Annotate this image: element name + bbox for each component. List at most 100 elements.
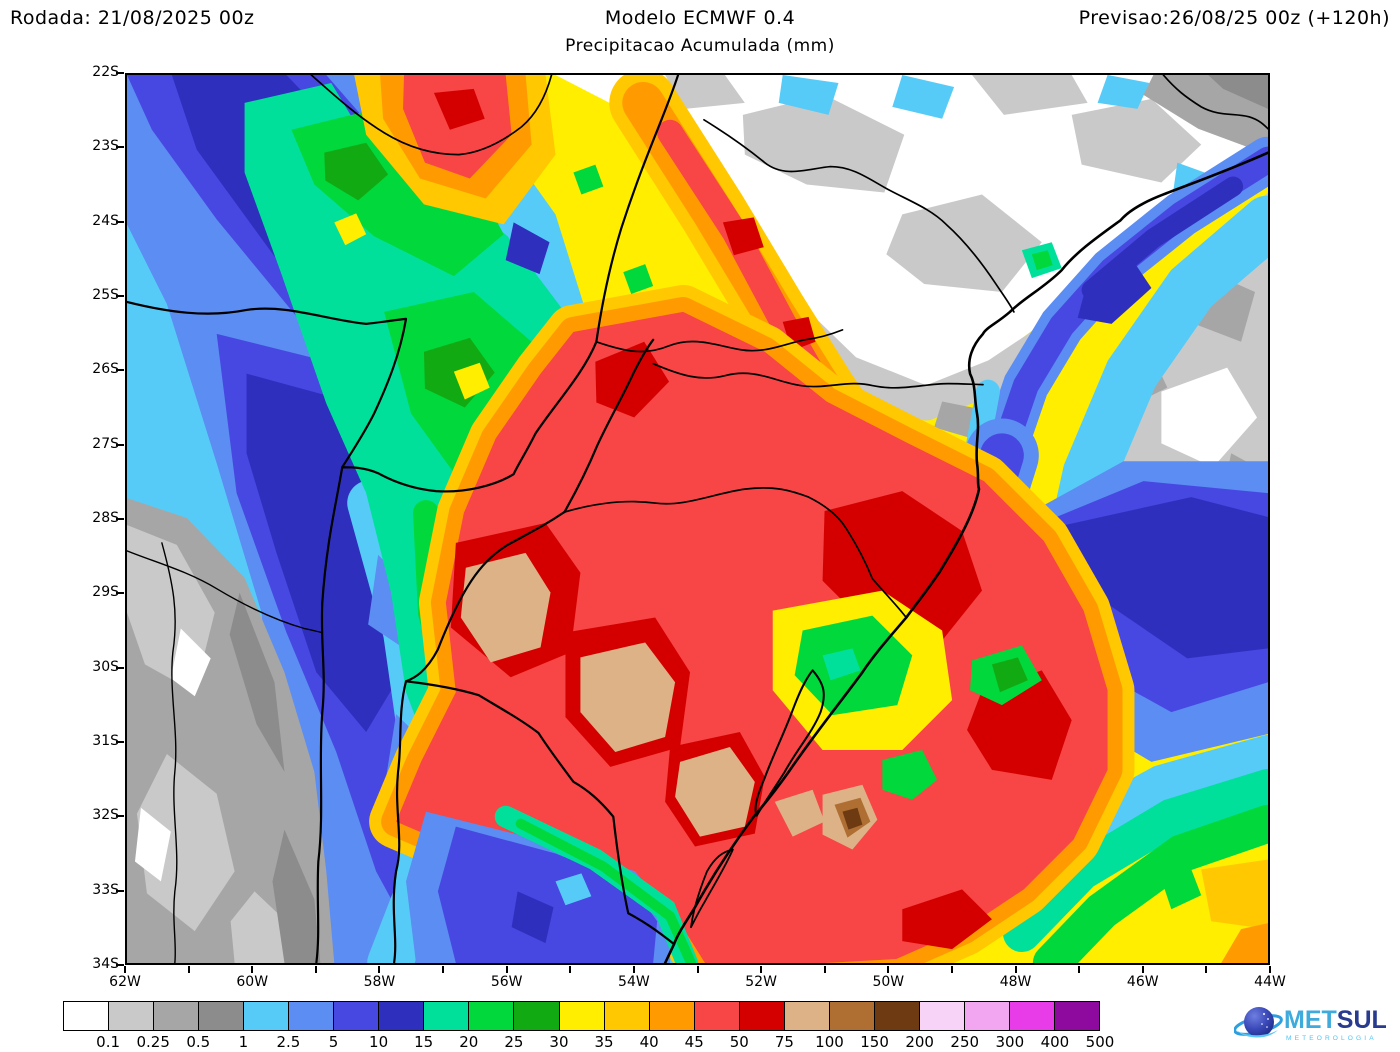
lon-tick-label: 46W (1126, 974, 1159, 990)
borders (127, 75, 1268, 963)
lon-tick-label: 44W (1254, 974, 1286, 990)
colorbar-cell (469, 1002, 515, 1030)
sc-pr-border (652, 362, 984, 389)
colorbar-threshold-labels: 0.1 0.25 0.5 1 2.5 5 10 15 20 25 30 35 40 45 50 75 100 15… (63, 1033, 1114, 1051)
colorbar-cell (334, 1002, 380, 1030)
globe-icon (1233, 1007, 1283, 1038)
lat-tick (116, 815, 124, 818)
lagoa-dos-patos (754, 669, 825, 817)
lon-tick (760, 966, 763, 973)
colorbar-threshold: 250 (950, 1033, 980, 1051)
lat-tick-label: 28S (92, 510, 119, 526)
lon-tick-label: 52W (745, 974, 777, 990)
lat-tick (116, 443, 124, 446)
metsul-logo-graphic: METSUL METEOROLOGIA (1233, 1006, 1387, 1042)
logo-tagline: METEOROLOGIA (1286, 1035, 1377, 1042)
coastline (663, 151, 1268, 963)
lat-tick-label: 29S (92, 584, 119, 601)
colorbar-cell (154, 1002, 200, 1030)
colorbar-threshold: 0.5 (186, 1033, 211, 1051)
lon-tick (1078, 966, 1081, 973)
lat-tick-label: 24S (92, 212, 119, 229)
colorbar-threshold: 5 (328, 1033, 339, 1051)
colorbar-threshold: 25 (504, 1033, 524, 1051)
lon-tick-label: 48W (999, 974, 1032, 990)
sp-rj-border (1162, 75, 1268, 130)
lagoa-mirim (690, 848, 734, 929)
colorbar-cell (829, 1002, 875, 1030)
lat-tick (116, 146, 124, 149)
run-timestamp: Rodada: 21/08/2025 00z (10, 7, 255, 29)
parana-river-border (315, 75, 680, 963)
lon-tick (1014, 966, 1017, 973)
colorbar-threshold: 30 (549, 1033, 569, 1051)
lat-tick (116, 666, 124, 669)
lon-tick (1141, 966, 1144, 973)
colorbar-threshold: 200 (905, 1033, 934, 1051)
colorbar-threshold: 300 (995, 1033, 1025, 1051)
ms-border (310, 75, 553, 156)
colorbar-threshold: 45 (684, 1033, 704, 1051)
forecast-valid-time: Previsao:26/08/25 00z (+120h) (1078, 7, 1390, 29)
lat-tick-label: 34S (92, 956, 119, 972)
logo-met: MET (1284, 1006, 1337, 1034)
variable-subtitle: Precipitacao Acumulada (mm) (565, 36, 835, 56)
lon-tick (1205, 966, 1208, 973)
colorbar-cell (1055, 1002, 1100, 1030)
colorbar-cell (1009, 1002, 1056, 1030)
lon-tick-label: 58W (363, 974, 396, 990)
colorbar-cell (694, 1002, 740, 1030)
lon-tick (632, 966, 635, 973)
colorbar-threshold: 35 (594, 1033, 614, 1051)
lat-tick-label: 25S (92, 287, 119, 303)
lon-tick-label: 54W (618, 974, 650, 990)
precipitation-map (125, 73, 1270, 965)
lon-tick (823, 966, 826, 973)
argentina-province-border (161, 542, 178, 963)
iguacu-river (595, 329, 844, 353)
lat-tick-label: 26S (92, 361, 119, 378)
lat-tick (116, 518, 124, 520)
colorbar-cell (964, 1002, 1010, 1030)
colorbar-threshold: 20 (459, 1033, 479, 1051)
lat-tick-label: 31S (92, 733, 119, 749)
colorbar-threshold: 40 (639, 1033, 659, 1051)
lon-tick (950, 966, 953, 973)
brazil-uruguay-border (404, 680, 676, 946)
lat-tick-label: 22S (92, 64, 119, 80)
colorbar-cell (919, 1002, 965, 1030)
lon-tick (314, 966, 317, 973)
lat-tick (116, 964, 124, 966)
colorbar-threshold: 2.5 (276, 1033, 301, 1051)
lon-tick (251, 966, 254, 973)
colorbar-cell (424, 1002, 470, 1030)
colorbar-threshold: 1 (238, 1033, 249, 1051)
south-coastal-blue-wedge (406, 805, 698, 963)
colorbar-threshold: 500 (1085, 1033, 1115, 1051)
colorbar-cell (379, 1002, 425, 1030)
colorbar-cell (289, 1002, 335, 1030)
colorbar-threshold: 100 (815, 1033, 844, 1051)
metsul-logo: METSUL METEOROLOGIA (1233, 1000, 1398, 1048)
lat-tick-label: 27S (92, 435, 119, 452)
colorbar-cell (244, 1002, 290, 1030)
precipitation-colorbar (63, 1001, 1100, 1031)
lon-tick (187, 966, 190, 973)
lon-tick-label: 56W (490, 974, 523, 990)
northeast-dry-zone (555, 75, 1268, 442)
colorbar-threshold: 10 (369, 1033, 389, 1051)
lon-tick (442, 966, 445, 973)
lon-tick (378, 966, 381, 973)
lat-tick-label: 32S (92, 807, 119, 824)
lat-tick-label: 33S (92, 881, 119, 898)
colorbar-threshold: 0.1 (96, 1033, 121, 1051)
lat-tick (116, 889, 124, 892)
colorbar-threshold: 400 (1040, 1033, 1070, 1051)
lon-tick (569, 966, 572, 973)
lon-tick-label: 62W (109, 974, 141, 990)
lon-tick (505, 966, 508, 973)
colorbar-cell (109, 1002, 155, 1030)
heavy-rain-core (354, 75, 1135, 963)
lon-tick (887, 966, 890, 973)
